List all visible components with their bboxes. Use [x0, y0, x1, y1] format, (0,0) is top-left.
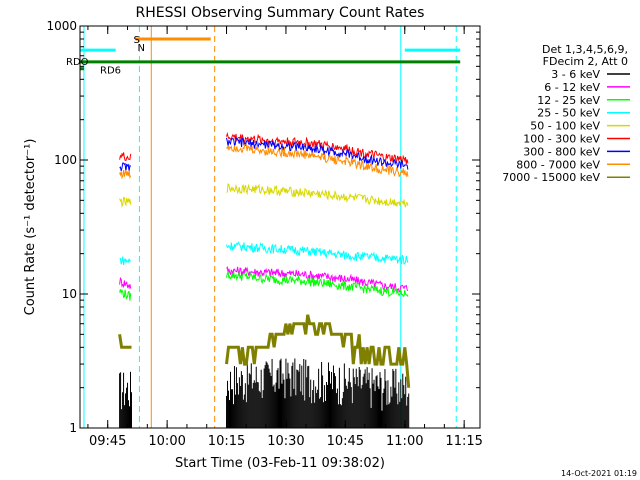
data-line	[119, 256, 132, 266]
legend-label: 100 - 300 keV	[523, 133, 600, 146]
data-line	[226, 271, 409, 298]
data-line	[226, 241, 409, 265]
plot-frame	[79, 25, 481, 429]
legend-label: 3 - 6 keV	[551, 68, 600, 81]
series-7000-15000-kev	[118, 314, 411, 388]
legend: Det 1,3,4,5,6,9,FDecim 2, Att 03 - 6 keV…	[502, 43, 630, 184]
annotation-label: RD6	[100, 66, 121, 77]
data-line	[119, 288, 132, 301]
data-line	[119, 152, 132, 162]
annotation-marker: S	[133, 35, 139, 46]
x-tick-label: 11:00	[386, 434, 423, 449]
series-6-12-kev	[119, 266, 409, 293]
x-tick-label: 10:00	[148, 434, 185, 449]
legend-header: FDecim 2, Att 0	[543, 55, 628, 68]
legend-label: 7000 - 15000 keV	[502, 171, 600, 184]
y-tick-label: 100	[54, 153, 77, 167]
footer-date: 14-Oct-2021 01:19	[561, 469, 637, 478]
series-3-6-kev	[119, 358, 410, 428]
legend-label: 6 - 12 keV	[544, 81, 600, 94]
x-tick-label: 09:45	[89, 434, 126, 449]
x-axis-label: Start Time (03-Feb-11 09:38:02)	[175, 456, 385, 471]
legend-label: 25 - 50 keV	[537, 107, 600, 120]
data-line	[226, 137, 409, 170]
series-50-100-kev	[119, 183, 409, 208]
x-tick-label: 10:45	[327, 434, 364, 449]
data-line	[119, 276, 132, 290]
data-line	[226, 183, 409, 208]
data-line	[119, 169, 132, 180]
data-line	[118, 334, 132, 349]
series-300-800-kev	[119, 137, 409, 172]
data-line	[119, 197, 132, 208]
legend-label: 50 - 100 keV	[530, 120, 600, 133]
y-tick-label: 1000	[46, 19, 77, 33]
x-tick-label: 11:15	[445, 434, 482, 449]
series-800-7000-kev	[119, 143, 409, 180]
legend-header: Det 1,3,4,5,6,9,	[542, 43, 628, 56]
data-line	[119, 162, 132, 172]
legend-label: 300 - 800 keV	[523, 145, 600, 158]
data-line	[226, 143, 409, 178]
series-12-25-kev	[119, 271, 409, 301]
series-25-50-kev	[119, 241, 409, 266]
x-tick-label: 10:15	[208, 434, 245, 449]
x-tick-label: 10:30	[267, 434, 304, 449]
chart-title: RHESSI Observing Summary Count Rates	[136, 5, 425, 21]
annotation-marker: N	[137, 43, 144, 54]
data-line	[226, 266, 409, 293]
legend-label: 800 - 7000 keV	[516, 158, 600, 171]
legend-label: 12 - 25 keV	[537, 94, 600, 107]
plot-area	[80, 26, 461, 428]
axes: 1 10 100 1000 09:45 10:00 10:15 10:30 10:45 11:00…	[46, 19, 482, 449]
annotation-label: RDO	[66, 57, 89, 68]
y-axis-label: Count Rate (s⁻¹ detector⁻¹)	[23, 139, 38, 316]
y-tick-label: 1	[69, 421, 77, 435]
y-tick-label: 10	[62, 287, 77, 301]
data-line	[225, 314, 411, 388]
